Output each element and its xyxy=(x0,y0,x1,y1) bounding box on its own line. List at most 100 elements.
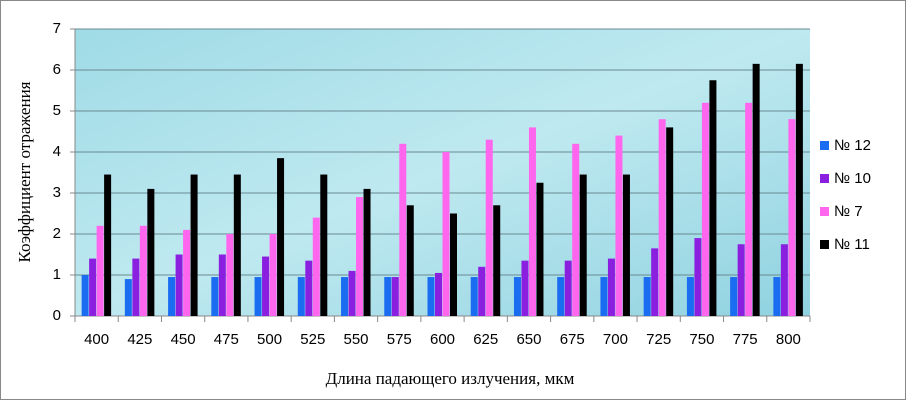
bar xyxy=(643,277,651,316)
bar xyxy=(356,197,364,316)
bar xyxy=(320,174,328,316)
bar xyxy=(745,102,753,316)
x-tick-label: 775 xyxy=(733,331,758,348)
bar xyxy=(183,229,191,316)
legend-label: № 12 xyxy=(834,137,871,154)
bar xyxy=(572,143,580,316)
bar xyxy=(579,174,587,316)
bar xyxy=(557,277,565,316)
bar xyxy=(81,275,89,316)
bar xyxy=(348,270,356,316)
y-tick-label: 7 xyxy=(53,20,61,37)
bar xyxy=(312,217,320,316)
x-tick-label: 700 xyxy=(603,331,628,348)
bar xyxy=(709,80,717,316)
x-tick-label: 675 xyxy=(560,331,585,348)
bar xyxy=(450,213,457,316)
y-tick-label: 1 xyxy=(53,266,61,283)
bar xyxy=(175,254,183,316)
bar xyxy=(788,119,796,316)
y-tick-label: 0 xyxy=(53,307,61,324)
y-tick-label: 2 xyxy=(53,225,61,242)
x-tick-label: 550 xyxy=(344,331,369,348)
bar xyxy=(269,234,277,316)
bar xyxy=(297,277,305,316)
bar xyxy=(658,119,666,316)
y-tick-label: 3 xyxy=(53,184,61,201)
bar xyxy=(139,225,147,316)
bar xyxy=(277,158,285,316)
bar xyxy=(427,277,435,316)
bar xyxy=(493,205,501,316)
bar xyxy=(686,277,694,316)
legend-swatch xyxy=(820,207,829,216)
x-tick-label: 725 xyxy=(646,331,671,348)
x-tick-label: 500 xyxy=(257,331,282,348)
bar xyxy=(607,258,615,316)
bar xyxy=(737,244,745,316)
x-tick-label: 650 xyxy=(516,331,541,348)
bar xyxy=(773,277,781,316)
legend-swatch xyxy=(820,240,829,249)
bar xyxy=(363,188,371,316)
x-tick-label: 575 xyxy=(387,331,412,348)
x-axis-title: Длина падающего излучения, мкм xyxy=(326,369,575,388)
bar xyxy=(521,260,529,316)
x-tick-label: 525 xyxy=(300,331,325,348)
bar xyxy=(701,102,709,316)
y-axis-title: Коэффициент отражения xyxy=(15,81,34,262)
bar xyxy=(89,258,97,316)
bar xyxy=(600,277,608,316)
bar xyxy=(399,143,407,316)
x-tick-label: 800 xyxy=(776,331,801,348)
bar xyxy=(435,272,442,316)
bar xyxy=(190,174,198,316)
legend-label: № 11 xyxy=(834,236,870,253)
bar xyxy=(564,260,572,316)
y-tick-label: 6 xyxy=(53,61,61,78)
bar xyxy=(341,277,349,316)
bar xyxy=(622,174,630,316)
bar xyxy=(651,248,659,316)
bar xyxy=(666,127,674,317)
bar xyxy=(226,234,234,316)
bar xyxy=(780,244,788,316)
bar xyxy=(233,174,241,316)
x-tick-label: 425 xyxy=(127,331,152,348)
legend-swatch xyxy=(820,174,829,183)
x-tick-label: 625 xyxy=(473,331,498,348)
bar xyxy=(752,63,760,316)
bar xyxy=(536,182,544,316)
bar xyxy=(254,277,262,316)
bar xyxy=(391,277,399,316)
x-tick-label: 400 xyxy=(84,331,109,348)
bar xyxy=(730,277,738,316)
x-tick-label: 600 xyxy=(430,331,455,348)
bar xyxy=(104,174,112,316)
bar xyxy=(528,127,536,317)
bar xyxy=(168,277,176,316)
bar xyxy=(124,279,132,316)
bar xyxy=(218,254,226,316)
legend-label: № 7 xyxy=(834,203,863,220)
y-tick-label: 4 xyxy=(53,143,61,160)
bar xyxy=(96,225,104,316)
bar xyxy=(147,188,155,316)
bar xyxy=(305,260,313,316)
bar xyxy=(384,277,392,316)
bar xyxy=(262,256,270,316)
x-tick-label: 450 xyxy=(171,331,196,348)
bar xyxy=(795,63,803,316)
legend-label: № 10 xyxy=(834,170,871,187)
bar xyxy=(406,205,414,316)
bar xyxy=(132,258,140,316)
legend-swatch xyxy=(820,141,829,150)
bar xyxy=(513,277,521,316)
bar xyxy=(478,266,486,316)
bar xyxy=(694,238,702,316)
x-tick-label: 750 xyxy=(689,331,714,348)
bar xyxy=(470,277,478,316)
bar xyxy=(442,152,450,316)
